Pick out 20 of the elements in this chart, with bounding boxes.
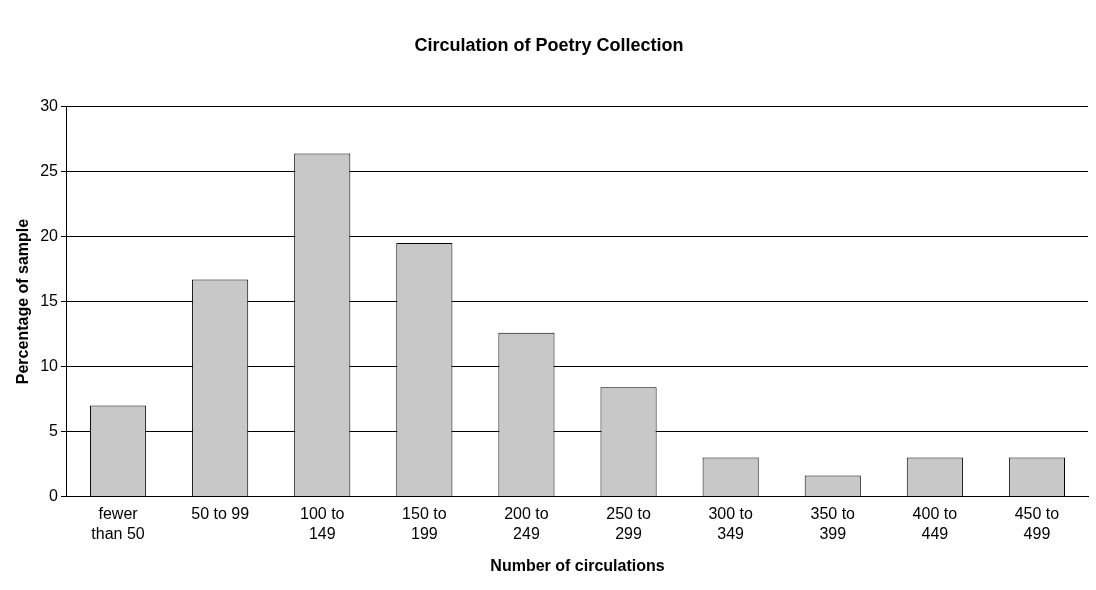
y-tick-label: 0 [49,486,59,504]
y-axis-title: Percentage of sample [14,218,32,385]
x-tick-label: 450 to 499 [1014,505,1060,542]
x-tick-label: 400 to 449 [912,505,958,542]
x-tick-label: 200 to 249 [504,505,549,542]
x-tick-label: 150 to 199 [402,505,447,542]
x-tick-label: fewer than 50 [91,505,145,542]
y-tick-label: 5 [49,421,59,439]
y-tick-label: 15 [40,291,59,309]
y-tick-label: 20 [40,226,59,244]
y-tick-label: 25 [40,161,59,179]
x-tick-label: 100 to 149 [300,505,345,542]
y-tick-label: 30 [40,97,59,115]
x-axis-title: Number of circulations [490,556,665,574]
x-tick-label: 300 to 349 [708,505,753,542]
chart-title: Circulation of Poetry Collection [414,34,684,55]
x-tick-label: 250 to 299 [606,505,651,542]
y-tick-label: 10 [40,356,59,374]
x-tick-label: 50 to 99 [191,505,250,523]
x-tick-label: 350 to 399 [810,505,856,542]
